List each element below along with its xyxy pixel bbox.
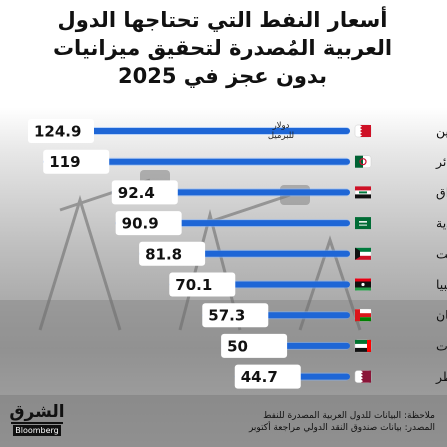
bar xyxy=(43,158,350,165)
value-label-box xyxy=(169,272,236,297)
country-label: ليبيا xyxy=(436,277,447,292)
bar-value: 57.3 xyxy=(208,307,245,325)
value-label-box xyxy=(28,119,94,143)
value-label-box xyxy=(202,303,269,328)
unit-label-line1: دولار xyxy=(272,121,290,131)
asharq-bloomberg-logo: الشرق Bloomberg xyxy=(7,402,67,438)
bar-row: 57.3 عُمان xyxy=(202,303,447,328)
title-line: بدون عجز في 2025 xyxy=(118,64,327,88)
bar-row: 92.4 العراق xyxy=(111,180,447,205)
bar-row: 44.7 قطر xyxy=(234,364,447,389)
bar-row: 119 الجزائر xyxy=(43,149,447,174)
bar-value: 70.1 xyxy=(175,276,212,294)
country-label: العراق xyxy=(436,185,447,201)
bar-row: 81.8 الكويت xyxy=(139,241,447,266)
uae-flag-icon xyxy=(354,339,372,353)
iraq-flag-icon xyxy=(354,186,372,199)
logo-sub-text: Bloomberg xyxy=(13,425,61,436)
country-label: البحرين xyxy=(436,124,447,140)
note-line: المصدر: بيانات صندوق النقد الدولي مراجعة… xyxy=(248,423,435,433)
chart-title: أسعار النفط التي تحتاجها الدول العربية ا… xyxy=(8,6,437,90)
bar-value: 50 xyxy=(227,337,248,355)
value-label-box xyxy=(111,180,178,205)
bar-row: 50 الإمارات xyxy=(221,333,447,358)
country-label: السعودية xyxy=(436,216,447,232)
kuwait-flag-icon xyxy=(354,247,372,261)
note-line: ملاحظة: البيانات للدول العربية المصدرة ل… xyxy=(263,411,435,421)
bar-value: 44.7 xyxy=(241,368,278,386)
logo-underline xyxy=(11,422,63,424)
logo-main-text: الشرق xyxy=(9,402,65,422)
saudi-flag-icon xyxy=(354,216,372,230)
qatar-flag-icon xyxy=(354,370,372,383)
bar-row: 70.1 ليبيا xyxy=(169,272,447,297)
value-label-box xyxy=(115,211,182,236)
value-label-box xyxy=(234,364,301,389)
country-label: عُمان xyxy=(436,308,447,323)
title-line: العربية المُصدرة لتحقيق ميزانيات xyxy=(52,36,393,60)
bar-value: 90.9 xyxy=(122,215,159,233)
bar-value: 124.9 xyxy=(34,123,81,141)
value-label-box xyxy=(139,241,206,266)
bar-value: 119 xyxy=(49,153,80,171)
country-label: الجزائر xyxy=(435,154,447,170)
country-label: الإمارات xyxy=(436,338,447,354)
country-label: قطر xyxy=(435,369,447,385)
country-label: الكويت xyxy=(436,246,447,262)
libya-flag-icon xyxy=(354,278,372,291)
source-notes: ملاحظة: البيانات للدول العربية المصدرة ل… xyxy=(135,410,435,434)
bar xyxy=(28,128,350,134)
title-line: أسعار النفط التي تحتاجها الدول xyxy=(57,8,388,32)
value-label-box xyxy=(221,333,288,358)
bar-row: 90.9 السعودية xyxy=(115,211,447,236)
bar-value: 92.4 xyxy=(118,184,155,202)
bar-value: 81.8 xyxy=(145,245,182,263)
value-label-box xyxy=(43,149,110,174)
bar-row: 124.9 البحرين xyxy=(28,119,447,143)
algeria-flag-icon xyxy=(354,155,372,168)
oman-flag-icon xyxy=(354,308,372,322)
bahrain-flag-icon xyxy=(354,124,372,138)
unit-label-line2: للبرميل xyxy=(268,131,294,141)
